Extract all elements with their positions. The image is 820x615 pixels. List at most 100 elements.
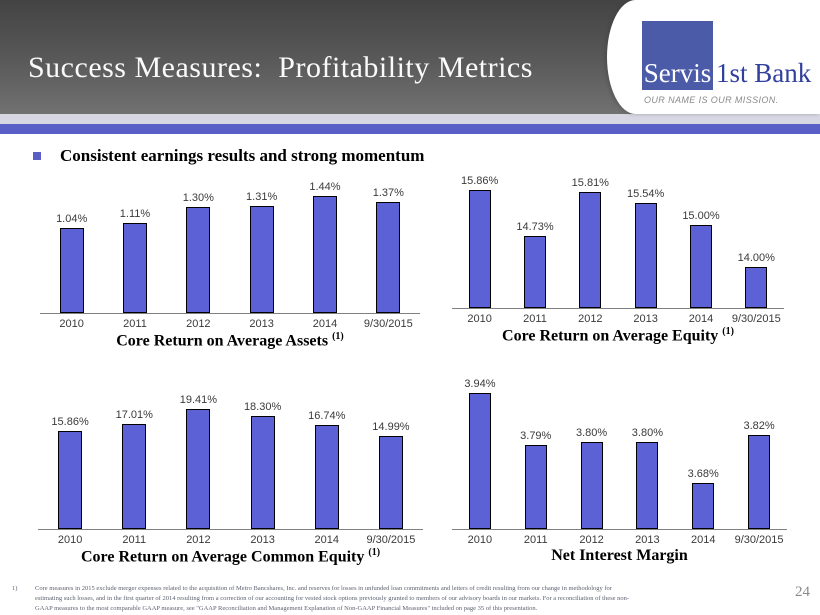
footnote-line: Core measures in 2015 exclude merger exp…: [35, 585, 612, 592]
bar: [58, 431, 83, 529]
page-number: 24: [795, 584, 810, 600]
x-axis-label: 2012: [579, 534, 604, 546]
data-label: 1.31%: [246, 191, 278, 203]
x-axis-label: 2010: [467, 534, 493, 546]
x-axis-label: 2012: [186, 318, 211, 330]
logo-text-1st-bank: 1st Bank: [716, 58, 812, 88]
x-axis-label: 2011: [523, 534, 548, 546]
bar: [122, 223, 147, 313]
bar-group: 17.01%: [102, 409, 166, 529]
bar: [579, 192, 602, 308]
chart-title: Core Return on Average Common Equity (1): [80, 547, 381, 566]
footnote: 1) Core measures in 2015 exclude merger …: [12, 584, 794, 613]
bar-group: 14.00%: [729, 252, 784, 308]
x-axis-label: 2013: [635, 534, 660, 546]
plot-area: 15.86% 17.01% 19.41% 18.30% 16.74% 14.99%: [38, 394, 423, 530]
x-axis-label: 2014: [690, 534, 716, 546]
x-axis-label: 9/30/2015: [734, 534, 784, 546]
footnote-marker: 1): [12, 585, 18, 592]
bar: [636, 442, 659, 529]
chart-title: Core Return on Average Assets (1): [116, 331, 344, 350]
slide-title: Success Measures: Profitability Metrics: [28, 51, 533, 84]
data-label: 19.41%: [179, 394, 218, 406]
bar: [186, 409, 211, 529]
bar-group: 1.44%: [293, 181, 356, 313]
bar: [249, 206, 274, 313]
x-axis-label: 2011: [123, 318, 147, 330]
bar-group: 1.31%: [230, 191, 293, 313]
bar: [689, 225, 712, 308]
bar-group: 3.94%: [452, 378, 508, 529]
data-label: 14.99%: [372, 421, 410, 433]
chart-title: Core Return on Average Equity (1): [502, 326, 734, 345]
data-label: 3.79%: [520, 430, 552, 442]
data-label: 1.30%: [182, 192, 214, 204]
bullet-text: Consistent earnings results and strong m…: [60, 146, 425, 165]
bar-group: 15.81%: [563, 177, 618, 308]
x-axis-label: 2010: [57, 534, 83, 546]
x-axis: 2010 2011 2012 2013 2014 9/30/2015: [40, 318, 420, 330]
x-axis-label: 9/30/2015: [366, 534, 416, 546]
data-label: 3.82%: [743, 420, 775, 432]
bar: [580, 442, 603, 529]
bar: [186, 207, 211, 313]
logo-wordmark: Servis 1st Bank: [642, 21, 811, 90]
chart-core-return-avg-assets: 1.04% 1.11% 1.30% 1.31% 1.44% 1.37% 2010 2011 2…: [40, 181, 420, 350]
logo-text-servis: Servis: [643, 58, 712, 88]
bar: [122, 424, 147, 529]
chart-core-return-avg-common-equity: 15.86% 17.01% 19.41% 18.30% 16.74% 14.99% 201…: [38, 394, 423, 566]
data-label: 16.74%: [308, 410, 346, 422]
plot-area: 15.86% 14.73% 15.81% 15.54% 15.00% 14.00%: [452, 175, 784, 309]
data-label: 3.68%: [687, 468, 719, 480]
bar-group: 3.80%: [564, 427, 620, 529]
data-label: 15.81%: [571, 177, 609, 189]
divider-stripe-light: [0, 114, 820, 124]
data-label: 17.01%: [115, 409, 153, 421]
data-label: 3.94%: [464, 378, 496, 390]
bar-group: 3.82%: [731, 420, 787, 529]
bar-group: 19.41%: [166, 394, 230, 529]
x-axis-label: 2013: [250, 534, 275, 546]
bar-group: 3.79%: [508, 430, 564, 529]
bar: [523, 236, 546, 308]
data-label: 1.04%: [56, 213, 88, 225]
plot-area: 3.94% 3.79% 3.80% 3.80% 3.68% 3.82%: [452, 378, 787, 530]
x-axis-label: 2014: [688, 313, 714, 325]
divider-stripe-blue: [0, 124, 820, 134]
footnote-line: GAAP measures to the most comparable GAA…: [35, 604, 538, 612]
x-axis-label: 2011: [122, 534, 147, 546]
bar-group: 15.00%: [673, 210, 728, 308]
x-axis-label: 2010: [467, 313, 492, 325]
bar: [524, 445, 547, 529]
data-label: 1.44%: [309, 181, 341, 193]
data-label: 15.86%: [461, 175, 499, 187]
bar-group: 16.74%: [295, 410, 359, 529]
data-label: 14.00%: [737, 252, 775, 264]
bar-group: 3.80%: [619, 427, 675, 529]
chart-core-return-avg-equity: 15.86% 14.73% 15.81% 15.54% 15.00% 14.00% 201…: [452, 175, 784, 345]
x-axis-label: 2012: [578, 313, 603, 325]
data-label: 3.80%: [631, 427, 663, 439]
data-label: 14.73%: [516, 221, 554, 233]
bar-group: 14.73%: [507, 221, 562, 308]
bar: [376, 202, 401, 313]
x-axis: 2010 2011 2012 2013 2014 9/30/2015: [38, 534, 423, 546]
bar: [468, 190, 491, 308]
bar: [468, 393, 491, 529]
bar-group: 1.37%: [357, 187, 420, 313]
bar: [59, 228, 84, 313]
bar: [745, 267, 768, 308]
logo: Servis 1st Bank OUR NAME IS OUR MISSION.: [607, 0, 820, 114]
chart-net-interest-margin: 3.94% 3.79% 3.80% 3.80% 3.68% 3.82% 2010 2011 2…: [452, 378, 787, 565]
bar-group: 14.99%: [359, 421, 423, 529]
x-axis-label: 2014: [312, 318, 338, 330]
bar-group: 15.54%: [618, 188, 673, 308]
data-label: 1.11%: [119, 208, 151, 220]
bar-group: 18.30%: [231, 401, 295, 529]
data-label: 15.00%: [682, 210, 720, 222]
data-label: 18.30%: [243, 401, 282, 413]
bullet-item: Consistent earnings results and strong m…: [33, 146, 424, 166]
bar: [378, 436, 403, 529]
bar: [250, 416, 275, 529]
